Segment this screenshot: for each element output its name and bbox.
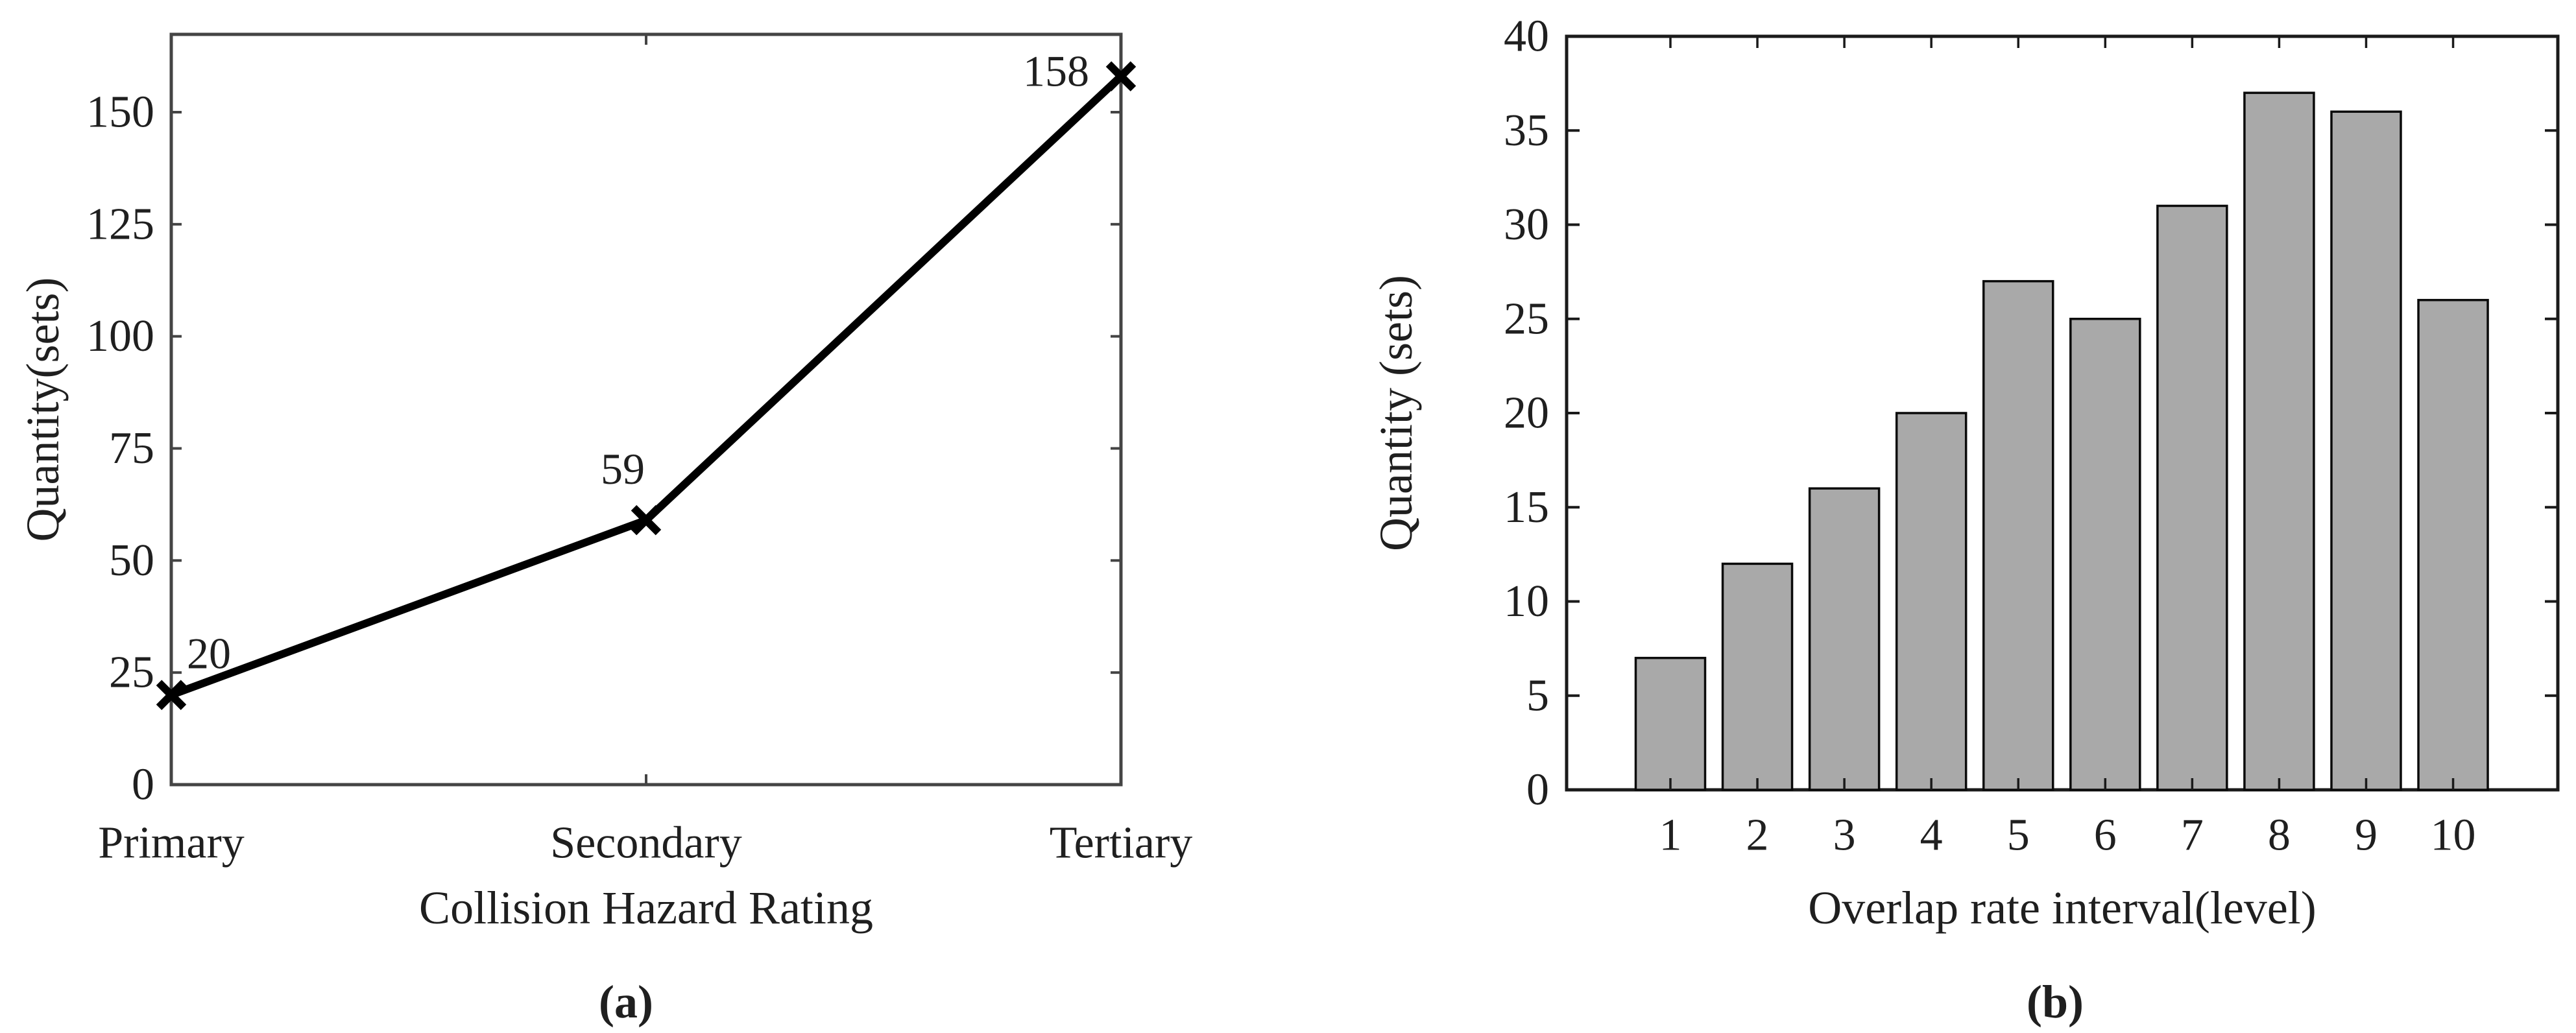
caption-a: (a) — [599, 976, 653, 1028]
plot-border — [169, 32, 1123, 787]
y-tick-label: 150 — [86, 88, 154, 137]
x-tick-label: 2 — [1746, 811, 1769, 861]
x-tick-label: 5 — [2007, 811, 2030, 861]
y-tick-label: 75 — [109, 423, 154, 473]
bar — [1808, 487, 1881, 791]
x-tick-label: 10 — [2431, 811, 2476, 861]
x-tick-label: 1 — [1659, 811, 1682, 861]
x-tick-label: 7 — [2181, 811, 2204, 861]
caption-b: (b) — [2027, 976, 2084, 1028]
x-axis-title: Collision Hazard Rating — [419, 882, 873, 934]
x-category-label: Primary — [98, 818, 245, 868]
data-point-marker — [631, 505, 662, 536]
data-line — [169, 73, 1124, 699]
bar — [2243, 91, 2315, 791]
bar — [2330, 110, 2402, 791]
point-value-label: 158 — [1023, 47, 1089, 96]
bar — [2156, 204, 2228, 791]
y-tick-label: 50 — [109, 536, 154, 586]
x-tick-label: 4 — [1920, 811, 1943, 861]
data-point-marker — [156, 680, 187, 710]
plot-border — [1565, 34, 2560, 792]
x-tick-label: 6 — [2094, 811, 2117, 861]
bar — [1982, 279, 2054, 791]
y-tick-label: 15 — [1504, 482, 1549, 532]
y-tick-label: 0 — [1526, 765, 1549, 815]
point-value-label: 20 — [187, 629, 231, 678]
x-tick-label: 3 — [1833, 811, 1856, 861]
bar — [1721, 562, 1794, 791]
y-tick-label: 5 — [1526, 671, 1549, 720]
x-tick-label: 9 — [2355, 811, 2377, 861]
data-point-marker — [1105, 61, 1137, 91]
chart-panel-b: 0 5 10 15 20 25 30 35 40 1 2 3 4 5 6 7 8 9 10 Quantity (set… — [1370, 12, 2560, 1028]
point-value-label: 59 — [601, 444, 645, 493]
y-axis-title: Quantity(sets) — [17, 278, 69, 542]
y-tick-label: 25 — [109, 648, 154, 698]
y-tick-label: 100 — [86, 311, 154, 361]
y-tick-label: 25 — [1504, 294, 1549, 344]
bar — [1634, 656, 1707, 791]
x-tick-label: 8 — [2268, 811, 2291, 861]
bar — [2417, 298, 2489, 791]
y-tick-label: 40 — [1504, 12, 1549, 62]
x-category-label: Secondary — [550, 818, 741, 868]
y-axis-title: Quantity (sets) — [1370, 275, 1422, 551]
bar — [2069, 318, 2141, 791]
y-tick-label: 0 — [132, 760, 154, 810]
y-tick-label: 20 — [1504, 388, 1549, 438]
y-tick-label: 125 — [86, 199, 154, 249]
x-category-label: Tertiary — [1050, 818, 1193, 868]
y-tick-label: 35 — [1504, 106, 1549, 156]
x-axis-title: Overlap rate interval(level) — [1808, 882, 2317, 934]
y-tick-label: 10 — [1504, 576, 1549, 626]
y-tick-label: 30 — [1504, 200, 1549, 250]
chart-panel-a: 0 25 50 75 100 125 150 Primary Secondary Tertiary… — [17, 32, 1193, 1028]
bar — [1895, 412, 1968, 791]
